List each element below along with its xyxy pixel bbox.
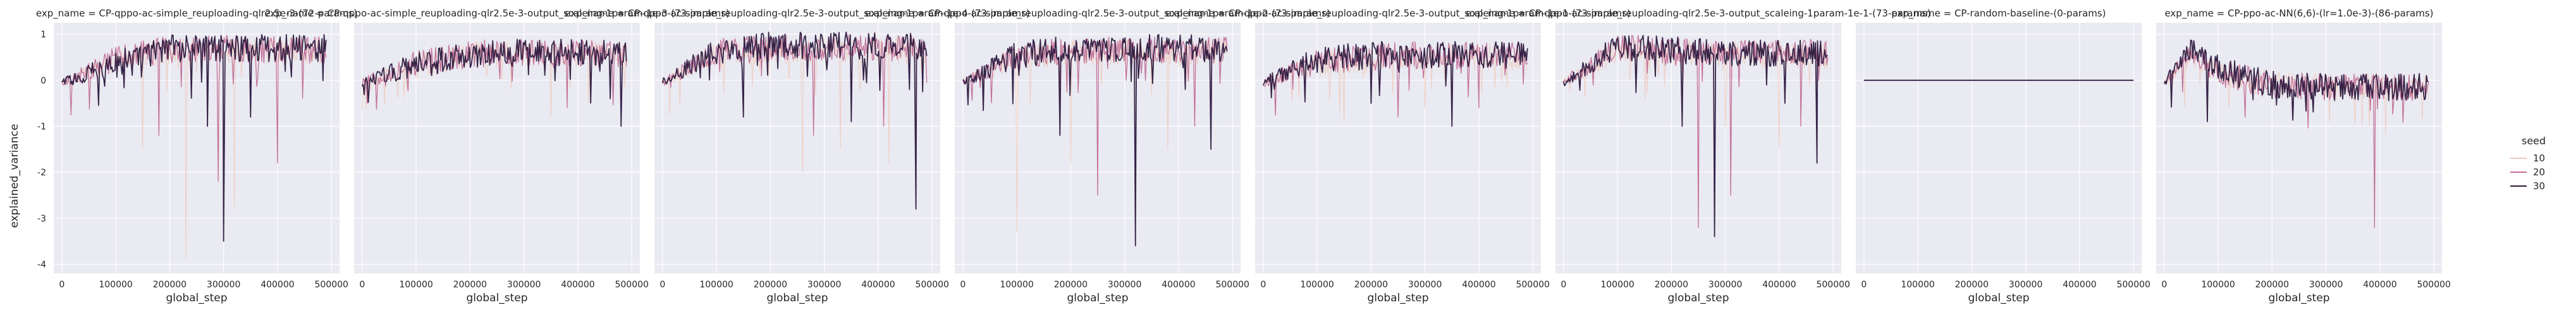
x-tick-label: 500000 <box>2116 280 2150 290</box>
facet-panel-1: 0 100000 200000 300000 400000 500000 exp_name … <box>264 8 729 304</box>
x-tick-label: 0 <box>2161 280 2167 290</box>
x-tick-label: 0 <box>359 280 365 290</box>
legend-entry-10: 10 <box>2533 153 2545 164</box>
y-tick-label: -3 <box>37 214 46 224</box>
x-tick-label: 100000 <box>1300 280 1334 290</box>
legend-entry-20: 20 <box>2533 166 2545 178</box>
x-tick-label: 0 <box>1561 280 1566 290</box>
x-tick-label: 200000 <box>754 280 787 290</box>
x-tick-label: 500000 <box>1816 280 1849 290</box>
panel-title: exp_name = CP-qppo-ac-simple_reuploading… <box>865 8 1330 20</box>
x-tick-label: 400000 <box>1162 280 1195 290</box>
panel-title: exp_name = CP-random-baseline-(0-params) <box>1891 8 2106 20</box>
legend-entry-30: 30 <box>2533 180 2545 192</box>
x-tick-label: 500000 <box>615 280 648 290</box>
x-tick-label: 100000 <box>699 280 733 290</box>
panel-title: exp_name = CP-qppo-ac-simple_reuploading… <box>565 8 1029 20</box>
facet-panel-2: 0 100000 200000 300000 400000 500000 exp_name … <box>565 8 1029 304</box>
series-line-30 <box>1562 35 1828 237</box>
x-tick-label: 300000 <box>2009 280 2042 290</box>
x-tick-label: 500000 <box>314 280 348 290</box>
y-tick-label: -1 <box>37 122 46 132</box>
x-tick-label: 0 <box>960 280 966 290</box>
x-tick-label: 300000 <box>1708 280 1742 290</box>
x-tick-label: 0 <box>59 280 64 290</box>
x-tick-label: 200000 <box>153 280 187 290</box>
x-tick-label: 200000 <box>1054 280 1088 290</box>
x-tick-label: 400000 <box>2063 280 2096 290</box>
x-tick-label: 400000 <box>561 280 594 290</box>
series-line-30 <box>2163 39 2429 123</box>
x-tick-label: 300000 <box>807 280 841 290</box>
y-axis-label: explained_variance <box>8 124 21 228</box>
x-tick-label: 200000 <box>1955 280 1989 290</box>
x-tick-label: 400000 <box>861 280 895 290</box>
x-tick-label: 200000 <box>1354 280 1388 290</box>
x-tick-label: 100000 <box>99 280 132 290</box>
x-tick-label: 200000 <box>1655 280 1688 290</box>
series-line-30 <box>362 39 627 127</box>
facet-panel-5: 0 100000 200000 300000 400000 500000 exp_name … <box>1466 8 1930 304</box>
x-tick-label: 400000 <box>1762 280 1796 290</box>
x-tick-label: 300000 <box>1108 280 1141 290</box>
x-axis-label: global_step <box>466 292 527 304</box>
x-tick-label: 200000 <box>2255 280 2289 290</box>
series-line-30 <box>962 34 1228 247</box>
y-tick-label: 0 <box>40 76 46 86</box>
series-line-30 <box>661 31 928 210</box>
x-axis-label: global_step <box>766 292 828 304</box>
x-tick-label: 100000 <box>1901 280 1934 290</box>
x-tick-label: 500000 <box>1516 280 1549 290</box>
x-axis-label: global_step <box>2268 292 2329 304</box>
panel-title: exp_name = CP-qppo-ac-simple_reuploading… <box>36 8 357 20</box>
panel-background <box>1856 23 2142 273</box>
y-tick-label: -2 <box>37 168 46 178</box>
x-axis-label: global_step <box>166 292 227 304</box>
panel-title: exp_name = CP-qppo-ac-simple_reuploading… <box>1165 8 1630 20</box>
panel-title: exp_name = CP-qppo-ac-simple_reuploading… <box>1466 8 1930 20</box>
y-tick-label: 1 <box>40 30 46 40</box>
x-tick-label: 500000 <box>915 280 948 290</box>
x-axis-label: global_step <box>1367 292 1428 304</box>
facet-panel-4: 0 100000 200000 300000 400000 500000 exp_name … <box>1165 8 1630 304</box>
legend-title: seed <box>2522 135 2546 147</box>
facet-panels: 0 100000 200000 300000 400000 500000 1 0 -1 -2 -3 -… <box>36 8 2451 304</box>
x-tick-label: 100000 <box>399 280 432 290</box>
x-tick-label: 200000 <box>453 280 487 290</box>
x-tick-label: 100000 <box>1600 280 1634 290</box>
x-axis-label: global_step <box>1067 292 1128 304</box>
x-tick-label: 100000 <box>2201 280 2235 290</box>
x-tick-label: 100000 <box>1000 280 1033 290</box>
x-tick-label: 400000 <box>1462 280 1495 290</box>
legend: seed 10 20 30 <box>2510 135 2546 192</box>
x-tick-label: 0 <box>1260 280 1266 290</box>
series-line-20 <box>662 34 928 136</box>
x-axis-label: global_step <box>1968 292 2029 304</box>
panel-background <box>2156 23 2442 273</box>
x-tick-label: 0 <box>1861 280 1867 290</box>
x-tick-label: 300000 <box>507 280 541 290</box>
x-tick-label: 300000 <box>207 280 240 290</box>
facet-panel-0: 0 100000 200000 300000 400000 500000 1 0 -1 -2 -3 -… <box>36 8 357 304</box>
x-tick-label: 500000 <box>1215 280 1249 290</box>
x-tick-label: 0 <box>659 280 665 290</box>
x-tick-label: 400000 <box>2363 280 2396 290</box>
facet-panel-3: 0 100000 200000 300000 400000 500000 exp_name … <box>865 8 1330 304</box>
panel-title: exp_name = CP-qppo-ac-simple_reuploading… <box>264 8 729 20</box>
x-tick-label: 300000 <box>2309 280 2343 290</box>
panel-title: exp_name = CP-ppo-ac-NN(6,6)-(lr=1.0e-3)… <box>2164 8 2433 20</box>
facet-panel-6: 0 100000 200000 300000 400000 500000 exp_name … <box>1856 8 2150 304</box>
series-line-30 <box>1263 41 1528 127</box>
x-tick-label: 400000 <box>261 280 294 290</box>
facet-panel-7: 0 100000 200000 300000 400000 500000 exp_name … <box>2156 8 2451 304</box>
x-axis-label: global_step <box>1667 292 1729 304</box>
series-line-30 <box>61 34 327 242</box>
y-tick-label: -4 <box>37 260 46 270</box>
x-tick-label: 300000 <box>1408 280 1442 290</box>
x-tick-label: 500000 <box>2417 280 2450 290</box>
